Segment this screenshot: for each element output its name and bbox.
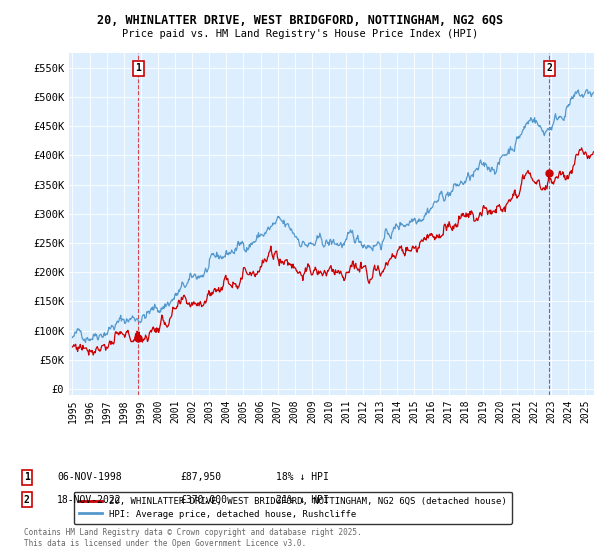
Text: 21% ↓ HPI: 21% ↓ HPI <box>276 494 329 505</box>
Text: 18-NOV-2022: 18-NOV-2022 <box>57 494 122 505</box>
Text: Contains HM Land Registry data © Crown copyright and database right 2025.
This d: Contains HM Land Registry data © Crown c… <box>24 528 362 548</box>
Text: Price paid vs. HM Land Registry's House Price Index (HPI): Price paid vs. HM Land Registry's House … <box>122 29 478 39</box>
Text: £370,000: £370,000 <box>180 494 227 505</box>
Text: 18% ↓ HPI: 18% ↓ HPI <box>276 472 329 482</box>
Text: £87,950: £87,950 <box>180 472 221 482</box>
Legend: 20, WHINLATTER DRIVE, WEST BRIDGFORD, NOTTINGHAM, NG2 6QS (detached house), HPI:: 20, WHINLATTER DRIVE, WEST BRIDGFORD, NO… <box>74 492 512 524</box>
Text: 2: 2 <box>546 63 552 73</box>
Text: 1: 1 <box>136 63 141 73</box>
Text: 20, WHINLATTER DRIVE, WEST BRIDGFORD, NOTTINGHAM, NG2 6QS: 20, WHINLATTER DRIVE, WEST BRIDGFORD, NO… <box>97 14 503 27</box>
Text: 2: 2 <box>24 494 30 505</box>
Text: 06-NOV-1998: 06-NOV-1998 <box>57 472 122 482</box>
Text: 1: 1 <box>24 472 30 482</box>
